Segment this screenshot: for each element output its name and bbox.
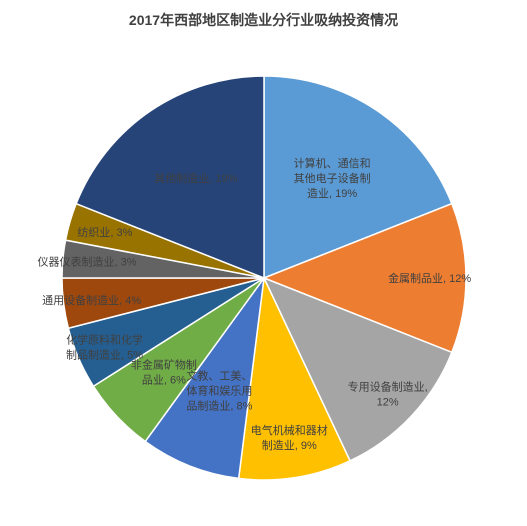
slice-label: 化学原料和化学制品制造业, 5% xyxy=(66,332,143,361)
pie-slice xyxy=(144,277,265,480)
pie-slice xyxy=(263,75,453,280)
slice-label: 金属制品业, 12% xyxy=(388,271,471,285)
slice-label: 电气机械和器材制造业, 9% xyxy=(251,423,328,452)
chart-title: 2017年西部地区制造业分行业吸纳投资情况 xyxy=(128,12,399,28)
slices-layer xyxy=(61,75,467,481)
labels-layer: 计算机、通信和其他电子设备制造业, 19% 金属制品业, 12% 专用设备制造业, 1… xyxy=(38,156,472,452)
pie-slice xyxy=(75,75,265,280)
slice-label: 仪器仪表制造业, 3% xyxy=(38,254,137,268)
slice-label: 文教、工美、体育和娱乐用品制造业, 8% xyxy=(186,369,252,413)
slice-label: 非金属矿物制品业, 6% xyxy=(131,358,197,387)
pie-slice xyxy=(237,275,352,481)
slice-label: 其他制造业, 19% xyxy=(154,171,237,185)
slice-label: 专用设备制造业, 12% xyxy=(348,380,428,409)
slice-label: 通用设备制造业, 4% xyxy=(42,293,141,307)
pie-slice xyxy=(261,202,467,354)
slice-label: 计算机、通信和其他电子设备制造业, 19% xyxy=(294,156,371,200)
pie-slice xyxy=(262,276,453,462)
slice-label: 纺织业, 3% xyxy=(77,225,132,239)
